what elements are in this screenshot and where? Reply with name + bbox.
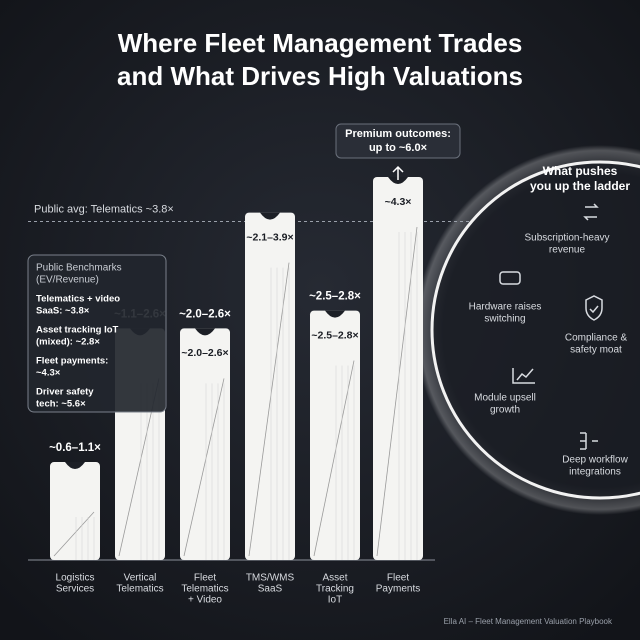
callout-arrow [392, 165, 404, 180]
driver-item: Subscription-heavy [524, 233, 609, 244]
x-tick-label: Telematics [116, 584, 163, 595]
value-label: ~2.5–2.8× [309, 291, 361, 303]
callout: Premium outcomes: [345, 128, 451, 140]
inner-label: ~2.1–3.9× [246, 231, 293, 243]
bar [245, 212, 295, 560]
bar [310, 310, 360, 560]
benchmarks-box [27, 254, 167, 413]
benchmark-item: Asset tracking IoT [36, 325, 119, 336]
benchmark-item: SaaS: ~3.8× [36, 306, 90, 317]
benchmark-item: Driver safety [36, 387, 94, 398]
icons [499, 203, 603, 450]
value-label: ~2.0–2.6× [179, 308, 231, 320]
inner-label: ~4.3× [385, 196, 412, 208]
avg-label: Public avg: Telematics ~3.8× [34, 203, 174, 215]
driver-item: Compliance & [565, 333, 628, 344]
chart-title: Where Fleet Management Trades [118, 28, 523, 58]
ring [430, 160, 640, 500]
bar-curve [313, 360, 355, 557]
footer: Ella AI – Fleet Management Valuation Pla… [444, 617, 613, 626]
x-tick-label: Services [56, 584, 94, 595]
x-tick-label: IoT [328, 595, 342, 606]
x-tick-label: Fleet [387, 573, 409, 584]
bar-notch [65, 462, 85, 470]
benchmark-item: (mixed): ~2.8× [36, 337, 100, 348]
callout: up to ~6.0× [369, 142, 427, 154]
bar-notch [260, 212, 280, 220]
drivers-title: you up the ladder [530, 179, 630, 193]
driver-item: safety moat [570, 345, 622, 356]
benchmarks-title: Public Benchmarks [36, 263, 122, 274]
bar-curve [376, 226, 418, 557]
bar [373, 177, 423, 560]
benchmark-item: Fleet payments: [36, 356, 108, 367]
x-tick-label: Tracking [316, 584, 354, 595]
x-tick-label: Logistics [56, 573, 95, 584]
drivers-title: What pushes [543, 164, 618, 178]
benchmarks-title: (EV/Revenue) [36, 275, 99, 286]
callout-box [335, 123, 461, 159]
driver-item: integrations [569, 467, 621, 478]
benchmark-item: Telematics + video [36, 294, 120, 305]
chart-title: and What Drives High Valuations [117, 61, 523, 91]
driver-item: Hardware raises [469, 302, 542, 313]
bar-curve [53, 511, 95, 557]
driver-item: Deep workflow [562, 455, 628, 466]
benchmark-item: ~4.3× [36, 368, 61, 379]
x-tick-label: TMS/WMS [246, 573, 295, 584]
bar-notch [325, 310, 345, 318]
driver-item: revenue [549, 245, 586, 256]
bar [50, 462, 100, 560]
x-tick-label: SaaS [258, 584, 283, 595]
bar-notch [388, 177, 408, 184]
bar [180, 328, 230, 560]
bar-curve [248, 262, 290, 557]
inner-label: ~2.5–2.8× [311, 329, 358, 341]
x-tick-label: Telematics [181, 584, 228, 595]
x-tick-label: Fleet [194, 573, 216, 584]
driver-item: switching [484, 314, 525, 325]
x-tick-label: Payments [376, 584, 420, 595]
driver-item: Module upsell [474, 393, 536, 404]
driver-item: growth [490, 405, 520, 416]
value-label: ~0.6–1.1× [49, 442, 101, 454]
bar-notch [195, 328, 215, 336]
x-tick-label: Asset [322, 573, 347, 584]
bar-curve [183, 378, 225, 557]
x-tick-label: + Video [188, 595, 222, 606]
x-tick-label: Vertical [124, 573, 157, 584]
benchmark-item: tech: ~5.6× [36, 399, 86, 410]
inner-label: ~2.0–2.6× [181, 347, 228, 359]
